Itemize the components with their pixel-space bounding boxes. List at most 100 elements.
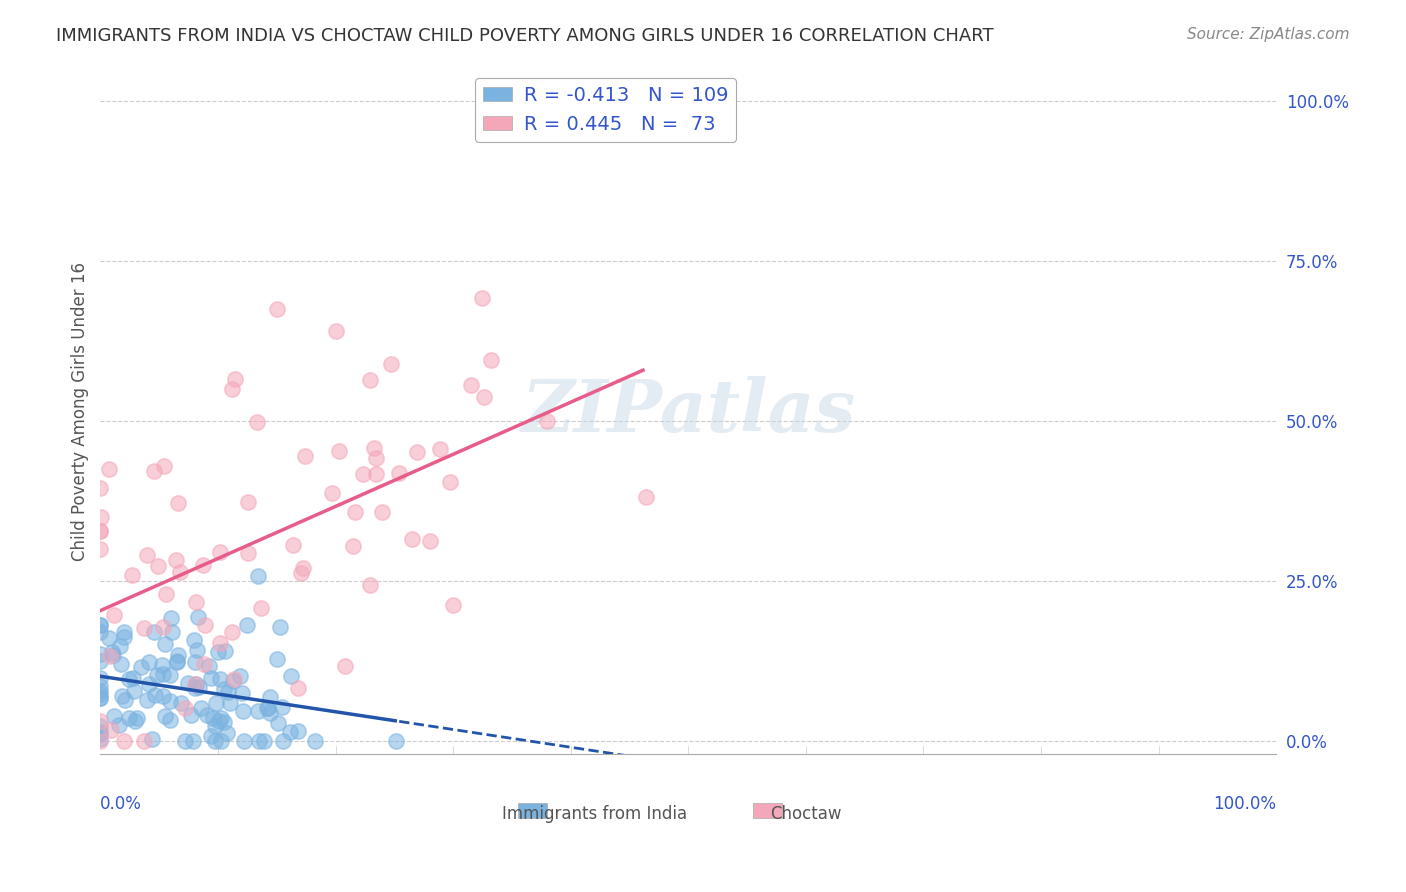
Point <box>98 462 121 476</box>
Point <box>184 595 207 609</box>
Point <box>152 689 174 703</box>
Point <box>401 532 423 546</box>
Point <box>211 711 233 725</box>
Point <box>89 679 111 693</box>
Point <box>359 373 381 387</box>
Point <box>159 694 181 708</box>
Point <box>166 656 188 670</box>
Point <box>259 706 281 720</box>
Point <box>89 624 111 639</box>
Point <box>290 566 312 580</box>
Point <box>460 377 482 392</box>
Point <box>325 325 347 339</box>
Point <box>266 301 288 316</box>
Point <box>89 718 111 732</box>
Point <box>204 734 226 748</box>
Point <box>121 671 143 685</box>
Point <box>89 690 111 705</box>
Point <box>193 618 215 632</box>
Text: 100.0%: 100.0% <box>1213 795 1277 814</box>
Point <box>170 696 193 710</box>
Point <box>269 620 291 634</box>
Point <box>204 696 226 710</box>
Point <box>280 669 302 683</box>
Point <box>89 542 111 557</box>
Point <box>152 666 174 681</box>
Point <box>89 524 111 538</box>
Point <box>146 559 169 574</box>
Point <box>371 505 394 519</box>
Point <box>222 673 245 687</box>
Point <box>388 466 411 480</box>
Point <box>132 734 155 748</box>
Point <box>209 734 232 748</box>
Point <box>472 390 495 404</box>
Point <box>103 608 125 623</box>
Point <box>536 413 558 427</box>
Point <box>193 558 215 572</box>
Point <box>359 577 381 591</box>
Point <box>236 617 259 632</box>
Point <box>321 486 343 500</box>
Point <box>135 693 157 707</box>
Point <box>364 451 387 466</box>
Point <box>294 449 316 463</box>
Point <box>217 685 239 699</box>
Point <box>287 681 309 695</box>
Point <box>441 598 464 612</box>
Point <box>283 538 305 552</box>
Point <box>188 680 211 694</box>
Point <box>118 673 141 687</box>
Point <box>224 372 246 386</box>
Point <box>186 677 208 691</box>
Point <box>127 710 149 724</box>
Point <box>229 669 252 683</box>
Point <box>187 609 209 624</box>
Point <box>221 673 243 688</box>
Point <box>217 725 239 739</box>
Y-axis label: Child Poverty Among Girls Under 16: Child Poverty Among Girls Under 16 <box>72 261 89 561</box>
Point <box>89 727 111 741</box>
Point <box>143 624 166 639</box>
Point <box>108 717 131 731</box>
Point <box>112 624 135 639</box>
Point <box>129 660 152 674</box>
Point <box>166 496 188 510</box>
Point <box>271 734 294 748</box>
Point <box>236 495 259 509</box>
Point <box>256 701 278 715</box>
Point <box>122 683 145 698</box>
Point <box>101 648 124 663</box>
Point <box>208 714 231 728</box>
Point <box>134 620 156 634</box>
Point <box>89 734 111 748</box>
Point <box>143 688 166 702</box>
Point <box>180 708 202 723</box>
Text: ZIPatlas: ZIPatlas <box>522 376 855 447</box>
Point <box>184 681 207 695</box>
Point <box>153 637 176 651</box>
Point <box>246 415 269 429</box>
Point <box>419 534 441 549</box>
Point <box>169 565 191 579</box>
Point <box>208 673 231 687</box>
Point <box>380 357 402 371</box>
Point <box>271 700 294 714</box>
Point <box>439 475 461 489</box>
Point <box>233 734 256 748</box>
Point <box>89 714 111 729</box>
Point <box>259 690 281 705</box>
Point <box>167 648 190 663</box>
Point <box>89 731 111 746</box>
Text: Choctaw: Choctaw <box>770 805 842 823</box>
Point <box>471 291 494 305</box>
Point <box>429 442 451 456</box>
Point <box>181 734 204 748</box>
Point <box>100 723 122 737</box>
Point <box>110 657 132 672</box>
Point <box>287 723 309 738</box>
Point <box>89 524 111 538</box>
Point <box>153 709 176 723</box>
Point <box>266 652 288 666</box>
Point <box>363 441 385 455</box>
